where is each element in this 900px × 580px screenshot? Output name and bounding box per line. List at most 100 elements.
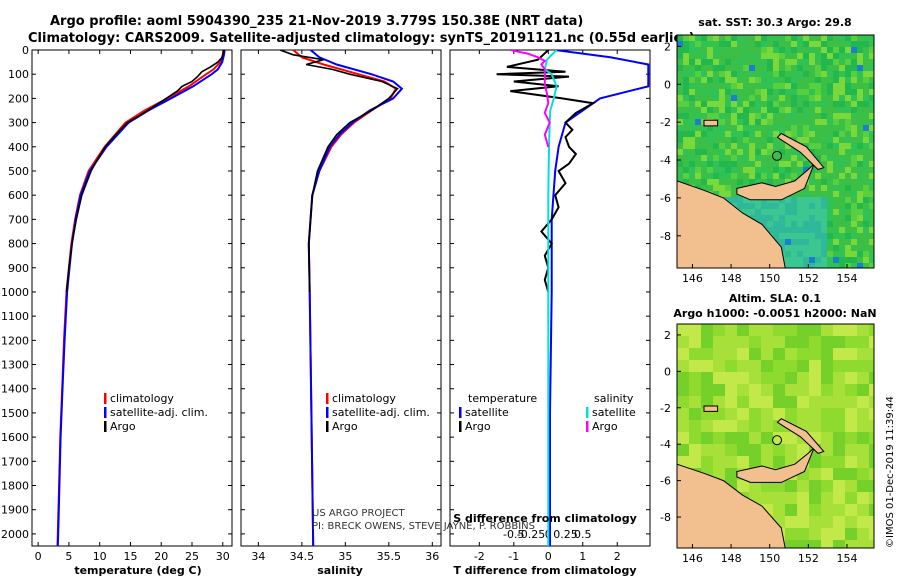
map-cell — [845, 239, 851, 245]
map-cell — [785, 257, 791, 263]
map-cell — [845, 65, 851, 71]
map-cell — [713, 456, 725, 468]
map-y-tick-label: -2 — [660, 116, 671, 129]
map-x-tick-label: 152 — [798, 272, 819, 285]
map-cell — [755, 137, 761, 143]
map-cell — [767, 179, 773, 185]
map-cell — [857, 504, 869, 516]
map-cell — [683, 71, 689, 77]
map-cell — [779, 155, 785, 161]
map-cell — [785, 215, 791, 221]
map-cell — [761, 125, 767, 131]
map-cell — [797, 372, 809, 384]
map-cell — [749, 83, 755, 89]
map-cell — [809, 131, 815, 137]
map-cell — [689, 119, 695, 125]
map-cell — [869, 480, 874, 492]
map-cell — [701, 59, 707, 65]
map-cell — [791, 65, 797, 71]
map-cell — [857, 324, 869, 336]
map-cell — [821, 173, 827, 179]
map-cell — [725, 432, 737, 444]
map-cell — [827, 161, 833, 167]
map-cell — [827, 155, 833, 161]
map-cell — [719, 77, 725, 83]
map-cell — [803, 221, 809, 227]
map-cell — [821, 95, 827, 101]
map-cell — [701, 125, 707, 131]
map-cell — [749, 77, 755, 83]
temperature-argo-line — [65, 50, 225, 293]
map-cell — [821, 41, 827, 47]
map-cell — [701, 101, 707, 107]
map-cell — [761, 492, 773, 504]
map-cell — [857, 131, 863, 137]
map-cell — [677, 155, 683, 161]
map-cell — [683, 59, 689, 65]
legend-salinity-header: salinity — [594, 392, 634, 405]
map-cell — [743, 119, 749, 125]
map-cell — [683, 125, 689, 131]
map-cell — [677, 41, 683, 47]
map-cell — [803, 125, 809, 131]
map-cell — [701, 137, 707, 143]
map-cell — [689, 137, 695, 143]
map-cell — [755, 95, 761, 101]
map-cell — [815, 257, 821, 263]
map-cell — [773, 203, 779, 209]
map-cell — [815, 35, 821, 41]
map-cell — [779, 77, 785, 83]
map-cell — [839, 65, 845, 71]
argo-position-marker — [772, 150, 783, 161]
map-cell — [857, 209, 863, 215]
map-cell — [797, 131, 803, 137]
map-cell — [725, 336, 737, 348]
map-cell — [743, 173, 749, 179]
map-cell — [743, 65, 749, 71]
legend-label: satellite — [465, 406, 509, 419]
map-cell — [821, 239, 827, 245]
map-cell — [773, 209, 779, 215]
map-cell — [815, 215, 821, 221]
map-cell — [731, 35, 737, 41]
map-cell — [839, 155, 845, 161]
map-cell — [833, 191, 839, 197]
map-cell — [785, 59, 791, 65]
map-cell — [749, 396, 761, 408]
map-cell — [869, 131, 874, 137]
map-cell — [779, 239, 785, 245]
map-cell — [731, 41, 737, 47]
map-cell — [809, 221, 815, 227]
map-cell — [725, 444, 737, 456]
map-cell — [821, 83, 827, 89]
map-cell — [815, 143, 821, 149]
map-cell — [827, 119, 833, 125]
map-cell — [761, 41, 767, 47]
map-cell — [869, 420, 874, 432]
map-cell — [863, 53, 869, 59]
map-cell — [743, 209, 749, 215]
map-cell — [833, 432, 845, 444]
map-cell — [827, 233, 833, 239]
map-cell — [863, 245, 869, 251]
map-cell — [695, 143, 701, 149]
map-cell — [749, 420, 761, 432]
map-cell — [761, 408, 773, 420]
map-cell — [689, 167, 695, 173]
map-cell — [701, 95, 707, 101]
map-cell — [725, 173, 731, 179]
map-cell — [821, 149, 827, 155]
map-cell — [683, 167, 689, 173]
map-cell — [683, 77, 689, 83]
map-cell — [713, 420, 725, 432]
map-cell — [749, 480, 761, 492]
map-cell — [755, 149, 761, 155]
depth-tick-label: 1400 — [1, 383, 29, 396]
map-cell — [785, 113, 791, 119]
map-cell — [731, 131, 737, 137]
map-cell — [719, 71, 725, 77]
map-cell — [773, 360, 785, 372]
map-cell — [851, 71, 857, 77]
map-cell — [857, 77, 863, 83]
